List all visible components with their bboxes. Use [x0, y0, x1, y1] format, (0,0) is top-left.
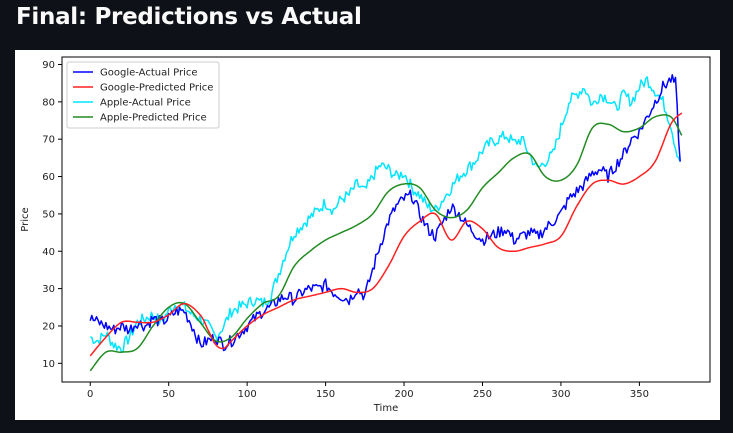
- y-tick-label: 60: [42, 172, 55, 183]
- google-predicted-line: [89, 112, 683, 357]
- google-actual-line: [89, 74, 681, 352]
- x-tick-label: 100: [238, 389, 257, 400]
- x-tick-label: 200: [394, 389, 413, 400]
- x-tick-label: 300: [551, 389, 570, 400]
- y-tick-label: 20: [42, 321, 55, 332]
- legend-label: Apple-Actual Price: [100, 98, 191, 109]
- x-tick-label: 150: [316, 389, 335, 400]
- y-tick-label: 10: [42, 359, 55, 370]
- axes-layer: 0 50 100 150 200 250 300 350 10 20 30 40 50 60 70 80 90: [42, 60, 649, 400]
- legend-box: [66, 61, 220, 129]
- legend-label: Google-Actual Price: [100, 68, 198, 79]
- legend-label: Apple-Predicted Price: [100, 113, 207, 124]
- legend: Google-Actual Price Google-Predicted Pric…: [66, 61, 220, 129]
- plot-frame: [61, 56, 711, 383]
- x-axis-label: Time: [373, 403, 398, 414]
- page-title: Final: Predictions vs Actual: [16, 4, 362, 30]
- x-tick-label: 50: [162, 389, 175, 400]
- legend-label: Google-Predicted Price: [100, 83, 213, 94]
- y-tick-label: 70: [42, 135, 55, 146]
- apple-predicted-line: [89, 114, 683, 372]
- y-axis-label: Price: [20, 207, 31, 231]
- apple-actual-line: [90, 76, 681, 354]
- x-tick-label: 250: [473, 389, 492, 400]
- x-tick-label: 0: [87, 389, 93, 400]
- chart-svg: 0 50 100 150 200 250 300 350102030405060708090 …: [20, 56, 711, 414]
- y-tick-label: 50: [42, 209, 55, 220]
- y-tick-label: 40: [42, 247, 55, 258]
- chart-figure: 0 50 100 150 200 250 300 350 10 20 30 40 50 60 70 80 90 …: [15, 50, 720, 420]
- y-tick-label: 80: [42, 97, 55, 108]
- series-layer: [89, 74, 683, 372]
- y-tick-label: 30: [42, 284, 55, 295]
- y-tick-label: 90: [42, 60, 55, 71]
- x-tick-label: 350: [630, 389, 649, 400]
